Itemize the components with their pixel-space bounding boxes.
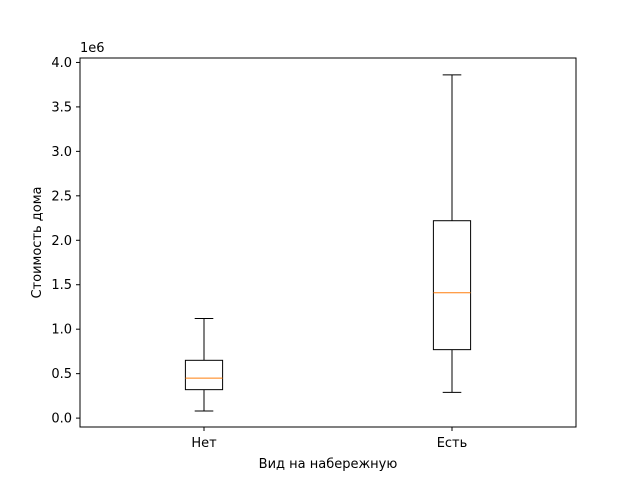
- box-1: [432, 74, 472, 393]
- y-tick-label: 3.0: [51, 145, 72, 160]
- y-tick-label: 1.0: [51, 323, 72, 338]
- x-axis: Нет Есть: [191, 427, 467, 451]
- x-tick-label: Нет: [191, 436, 217, 451]
- boxes-layer: [184, 74, 472, 412]
- y-tick-label: 0.0: [51, 412, 72, 427]
- box-0: [184, 318, 224, 412]
- y-tick-label: 2.0: [51, 234, 72, 249]
- y-offset-label: 1e6: [80, 41, 105, 56]
- y-tick-label: 0.5: [51, 367, 72, 382]
- y-tick-label: 2.5: [51, 189, 72, 204]
- y-tick-label: 1.5: [51, 278, 72, 293]
- iqr-box: [184, 359, 224, 391]
- x-axis-label: Вид на набережную: [259, 457, 398, 472]
- iqr-box: [432, 220, 472, 351]
- y-tick-label: 4.0: [51, 56, 72, 71]
- y-axis: 0.0 0.5 1.0 1.5 2.0 2.5 3.0 3.5 4.0: [51, 56, 80, 427]
- y-axis-label: Стоимость дома: [30, 186, 45, 298]
- y-tick-label: 3.5: [51, 100, 72, 115]
- plot-frame: [79, 57, 577, 428]
- x-tick-label: Есть: [437, 436, 468, 451]
